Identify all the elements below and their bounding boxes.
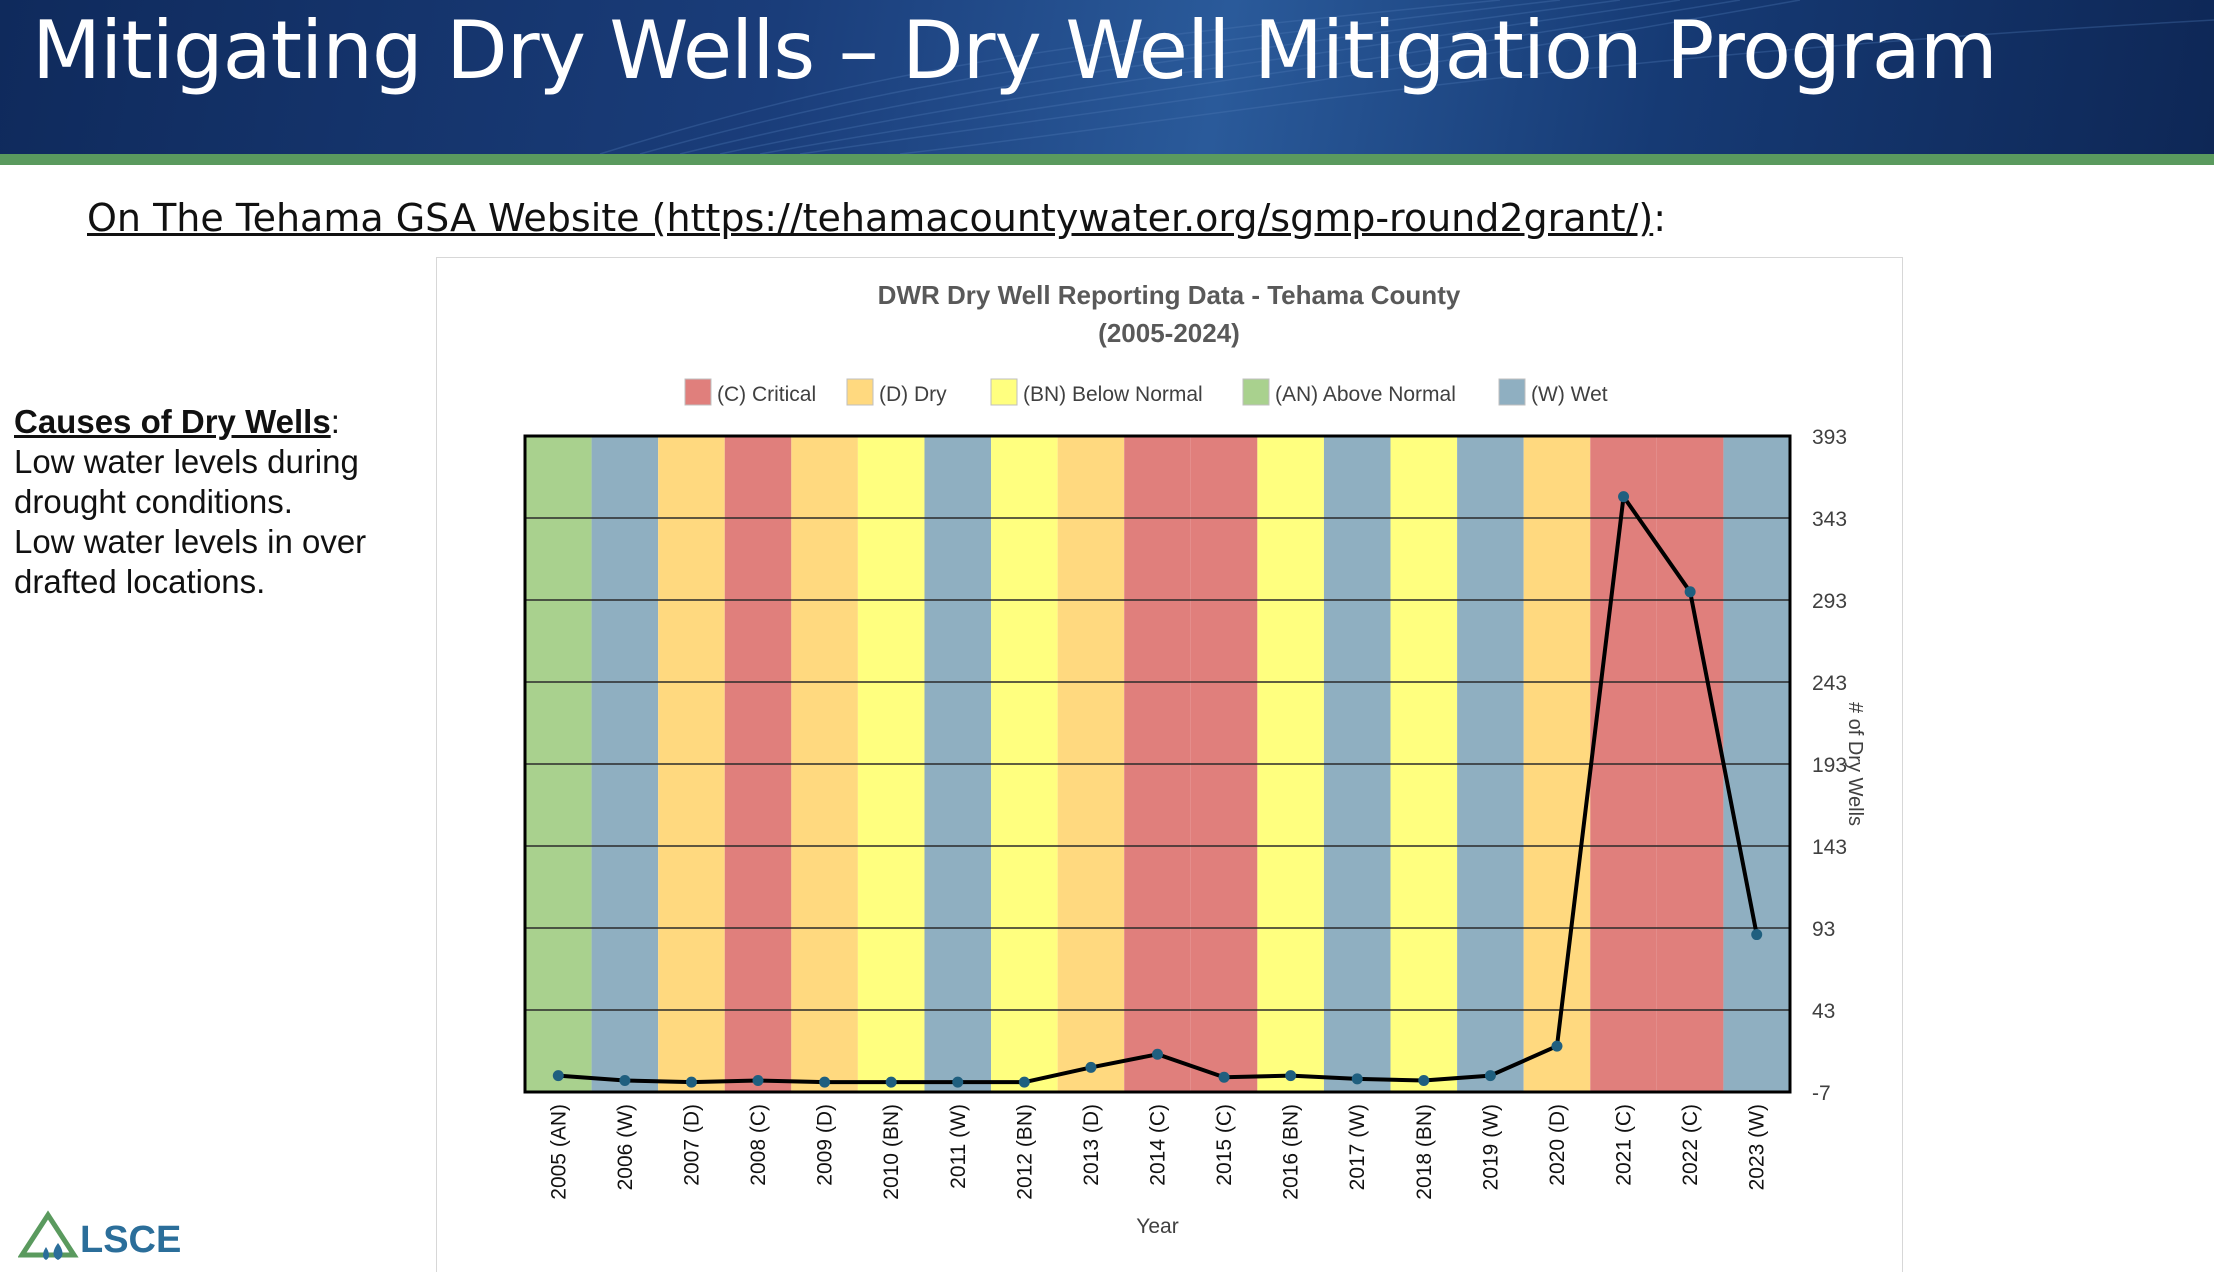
lsce-logo-text: LSCE: [80, 1219, 181, 1261]
y-tick-label: 343: [1812, 508, 1847, 531]
x-tick-label: 2014 (C): [1147, 1104, 1170, 1186]
x-tick-label: 2023 (W): [1746, 1104, 1769, 1190]
lsce-logo: LSCE: [17, 1205, 218, 1265]
legend-label-d: (D) Dry: [879, 383, 947, 406]
data-point-2014: [1152, 1048, 1163, 1060]
data-point-2007: [685, 1076, 697, 1088]
website-link[interactable]: On The Tehama GSA Website (https://teham…: [87, 196, 1654, 240]
chart-title: DWR Dry Well Reporting Data - Tehama Cou…: [878, 280, 1461, 310]
data-point-2009: [819, 1076, 831, 1088]
x-tick-label: 2017 (W): [1346, 1104, 1369, 1190]
data-point-2016: [1285, 1070, 1297, 1082]
x-axis-title: Year: [1136, 1215, 1178, 1238]
y-tick-label: 143: [1812, 836, 1847, 859]
chart-container: DWR Dry Well Reporting Data - Tehama Cou…: [436, 257, 1903, 1272]
data-point-2019: [1484, 1070, 1496, 1082]
cause-item: Low water levels in over drafted locatio…: [14, 523, 367, 600]
causes-heading-line: Causes of Dry Wells:: [14, 402, 414, 442]
causes-colon: :: [330, 403, 340, 440]
y-tick-label: 43: [1812, 1000, 1835, 1023]
x-tick-label: 2011 (W): [947, 1104, 970, 1189]
legend-label-bn: (BN) Below Normal: [1023, 383, 1203, 406]
data-point-2017: [1351, 1073, 1363, 1085]
chart-title-years: (2005-2024): [1098, 318, 1240, 348]
data-point-2010: [885, 1076, 897, 1088]
website-reference: On The Tehama GSA Website (https://teham…: [87, 196, 1666, 240]
x-tick-label: 2012 (BN): [1013, 1104, 1036, 1200]
legend-swatch-an: [1242, 378, 1270, 406]
banner-wave-pattern: [599, 0, 2214, 154]
y-tick-label: -7: [1812, 1082, 1831, 1105]
title-banner: Mitigating Dry Wells – Dry Well Mitigati…: [0, 0, 2214, 154]
dry-well-chart: DWR Dry Well Reporting Data - Tehama Cou…: [523, 280, 1866, 1238]
x-tick-label: 2010 (BN): [880, 1104, 903, 1200]
slide-title: Mitigating Dry Wells – Dry Well Mitigati…: [32, 4, 1998, 97]
data-point-2008: [752, 1075, 764, 1087]
data-point-2023: [1751, 929, 1763, 941]
causes-text-block: Causes of Dry Wells: Low water levels du…: [14, 402, 414, 602]
x-tick-label: 2021 (C): [1613, 1104, 1636, 1186]
data-point-2015: [1218, 1071, 1230, 1083]
x-tick-label: 2018 (BN): [1413, 1104, 1436, 1200]
y-tick-label: 243: [1812, 672, 1847, 695]
data-point-2013: [1085, 1061, 1097, 1073]
accent-stripe: [0, 154, 2214, 165]
x-tick-label: 2022 (C): [1679, 1104, 1702, 1186]
y-tick-label: 93: [1812, 918, 1835, 941]
causes-heading: Causes of Dry Wells: [14, 403, 331, 440]
cause-item: Low water levels during drought conditio…: [14, 443, 359, 520]
x-tick-label: 2020 (D): [1546, 1104, 1569, 1186]
legend-swatch-w: [1498, 378, 1526, 406]
x-tick-label: 2015 (C): [1213, 1104, 1236, 1186]
x-tick-label: 2005 (AN): [547, 1104, 570, 1200]
y-tick-label: 193: [1812, 754, 1847, 777]
y-axis-title: # of Dry Wells: [1844, 702, 1866, 826]
data-point-2011: [952, 1076, 964, 1088]
x-tick-label: 2009 (D): [814, 1104, 837, 1186]
data-point-2021: [1618, 491, 1630, 503]
legend-label-an: (AN) Above Normal: [1275, 383, 1456, 406]
legend-swatch-c: [684, 378, 712, 406]
data-point-2020: [1551, 1040, 1563, 1052]
plot-border: [523, 434, 1792, 1094]
legend-swatch-d: [846, 378, 874, 406]
legend-label-c: (C) Critical: [717, 383, 816, 406]
data-point-2022: [1684, 586, 1696, 598]
data-point-2005: [552, 1070, 564, 1082]
x-tick-label: 2019 (W): [1479, 1104, 1502, 1190]
x-tick-label: 2016 (BN): [1280, 1104, 1303, 1200]
website-colon: :: [1653, 196, 1667, 240]
x-tick-label: 2008 (C): [747, 1104, 770, 1186]
y-tick-label: 293: [1812, 590, 1847, 613]
data-point-2018: [1418, 1075, 1430, 1087]
legend-swatch-bn: [990, 378, 1018, 406]
data-point-2006: [619, 1075, 631, 1087]
lsce-logo-icon: LSCE: [17, 1210, 181, 1261]
legend-label-w: (W) Wet: [1531, 383, 1608, 406]
x-tick-label: 2006 (W): [614, 1104, 637, 1190]
y-tick-label: 393: [1812, 426, 1847, 449]
x-tick-label: 2007 (D): [680, 1104, 703, 1186]
x-tick-label: 2013 (D): [1080, 1104, 1103, 1186]
data-point-2012: [1018, 1076, 1030, 1088]
